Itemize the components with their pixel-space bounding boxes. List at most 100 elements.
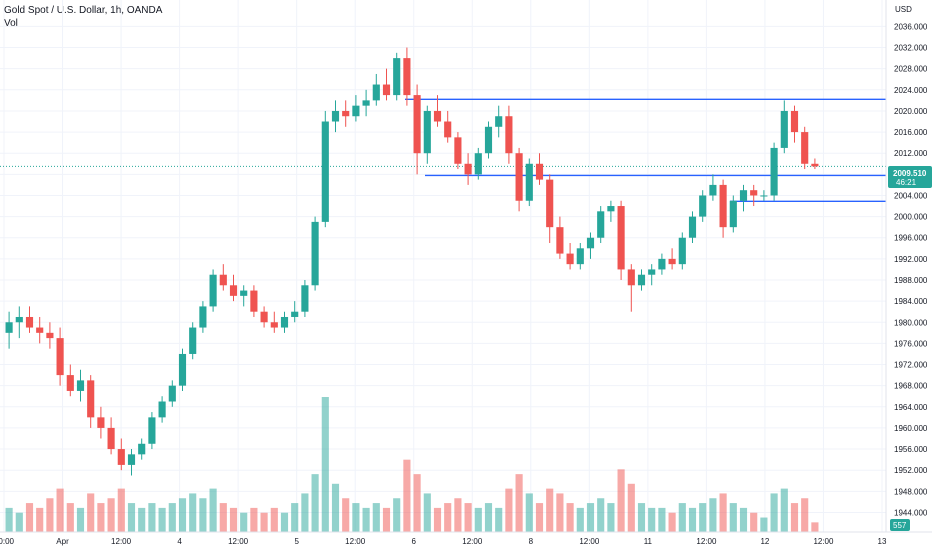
candle-body: [403, 58, 411, 96]
volume-bar: [250, 507, 258, 532]
volume-bar: [495, 507, 503, 532]
candle-body: [433, 110, 442, 122]
volume-bar: [454, 498, 462, 532]
volume-bar: [617, 469, 625, 532]
volume-bar: [270, 507, 278, 532]
candle-body: [393, 58, 401, 96]
candle-body: [719, 184, 727, 228]
volume-bar: [219, 503, 227, 532]
volume-bar: [199, 498, 207, 532]
candle-body: [36, 327, 44, 333]
time-tick-label: 12:00: [462, 537, 483, 546]
volume-bar: [372, 503, 380, 532]
candle-body: [189, 327, 197, 354]
candle-body: [444, 121, 452, 138]
price-tick-label: 1980.000: [894, 318, 928, 327]
volume-bar: [138, 507, 146, 532]
time-axis[interactable]: 10:00 Apr 12:00 4 12:00 5 12:00 6 12:00 8 12:00 11 1…: [0, 537, 887, 546]
price-axis[interactable]: 1944.000 1948.000 1952.000 1956.000 1960.000…: [894, 22, 928, 517]
volume-bar: [352, 503, 360, 532]
time-tick-label: 6: [412, 537, 417, 546]
candle-body: [270, 322, 278, 328]
volume-bar: [668, 512, 676, 532]
price-badge: 2009.510 46:21: [888, 166, 932, 188]
time-tick-label: 12:00: [579, 537, 600, 546]
candle-body: [413, 95, 421, 154]
price-tick-label: 2004.000: [894, 191, 928, 200]
candle-body: [291, 311, 299, 317]
candle-body: [454, 137, 462, 164]
candle-body: [546, 179, 554, 228]
price-tick-label: 1996.000: [894, 234, 928, 243]
candle-body: [811, 163, 819, 167]
candle-body: [250, 290, 258, 312]
price-tick-label: 1976.000: [894, 339, 928, 348]
horizontal-levels[interactable]: [0, 98, 886, 202]
candle-body: [56, 338, 64, 376]
time-tick-label: 8: [529, 537, 534, 546]
volume-bar: [750, 512, 758, 532]
candle-body: [66, 375, 74, 391]
volume-bar: [505, 488, 513, 532]
volume-bar: [770, 493, 778, 532]
volume-bar: [178, 498, 187, 532]
volume-badge-value: 557: [893, 521, 907, 530]
candle-body: [739, 190, 748, 201]
candle-body: [158, 401, 166, 418]
volume-bar: [403, 459, 411, 532]
candle-body: [372, 84, 380, 101]
time-tick-label: 12:00: [345, 537, 366, 546]
candle-body: [505, 116, 513, 154]
candle-body: [556, 227, 564, 254]
candle-body: [46, 332, 54, 339]
candle-body: [648, 269, 656, 275]
candle-body: [229, 285, 238, 296]
candle-body: [321, 121, 329, 222]
volume-bar: [229, 507, 238, 532]
volume-bar: [291, 503, 299, 532]
time-tick-label: 11: [644, 537, 653, 546]
volume-bar: [413, 474, 421, 532]
price-tick-label: 2024.000: [894, 86, 928, 95]
candle-body: [76, 380, 85, 391]
candle-body: [5, 322, 13, 333]
chart-legend: Gold Spot / U.S. Dollar, 1h, OANDA Vol: [4, 4, 162, 30]
volume-bar: [474, 507, 482, 532]
candle-body: [495, 116, 503, 127]
price-tick-label: 1964.000: [894, 403, 928, 412]
candle-body: [658, 258, 666, 270]
volume-bar: [760, 517, 768, 532]
volume-bar: [607, 503, 615, 532]
volume-bar: [158, 507, 166, 532]
price-tick-label: 1960.000: [894, 424, 928, 433]
volume-bar: [546, 488, 554, 532]
candle-body: [607, 206, 615, 212]
candle-body: [535, 163, 544, 180]
price-tick-label: 1972.000: [894, 361, 928, 370]
candle-body: [107, 427, 115, 450]
candle-body: [484, 126, 493, 154]
volume-bar: [801, 498, 809, 532]
volume-bar: [5, 507, 13, 532]
volume-bar: [46, 498, 54, 532]
candle-body: [770, 147, 778, 196]
candle-body: [474, 153, 482, 175]
candle-body: [515, 153, 523, 201]
candle-body: [301, 285, 309, 312]
volume-bar: [729, 503, 737, 532]
time-tick-label: 12:00: [696, 537, 717, 546]
time-tick-label: 12:00: [228, 537, 249, 546]
volume-bar: [66, 503, 74, 532]
volume-bar: [168, 503, 176, 532]
volume-bar: [189, 493, 197, 532]
candle-body: [199, 306, 207, 328]
price-tick-label: 1988.000: [894, 276, 928, 285]
candle-body: [219, 274, 227, 286]
volume-bar: [331, 483, 340, 532]
candle-body: [178, 353, 187, 386]
candle-body: [311, 221, 319, 286]
volume-bar: [209, 488, 217, 532]
price-tick-label: 1952.000: [894, 466, 928, 475]
volume-bar: [107, 498, 115, 532]
